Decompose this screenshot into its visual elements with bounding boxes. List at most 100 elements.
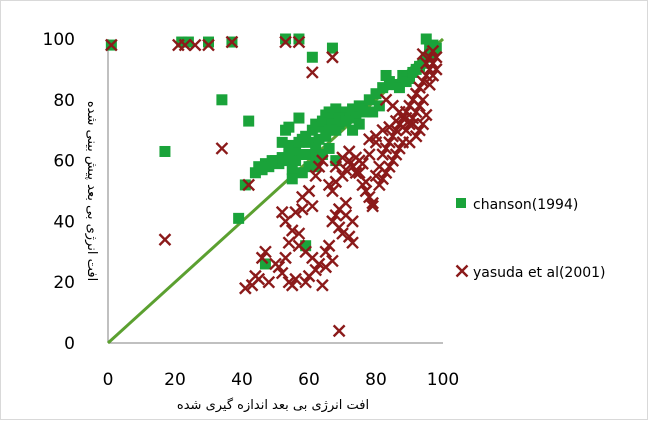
yasuda-point [369, 129, 383, 143]
chanson-point [293, 33, 305, 45]
yasuda-point [359, 184, 373, 198]
yasuda-point [326, 50, 339, 64]
yasuda-point [285, 224, 299, 237]
chanson-point [243, 115, 255, 127]
yasuda-point [329, 208, 343, 222]
chanson-point [249, 167, 261, 179]
yasuda-point [386, 129, 400, 143]
yasuda-point [285, 278, 299, 292]
yasuda-point [316, 154, 329, 167]
yasuda-point [279, 35, 292, 49]
yasuda-point [383, 160, 396, 174]
yasuda-point [272, 260, 286, 274]
chanson-point [407, 66, 419, 78]
yasuda-point [359, 175, 373, 189]
chanson-point [397, 69, 409, 81]
yasuda-point [393, 142, 406, 155]
chanson-point [306, 124, 318, 136]
chanson-point [370, 88, 382, 100]
yasuda-point [225, 35, 239, 49]
chanson-point [330, 124, 342, 136]
chanson-point [347, 124, 359, 136]
chanson-point [316, 149, 328, 161]
chanson-point [303, 149, 315, 161]
chanson-point [290, 145, 302, 157]
yasuda-point [416, 75, 430, 88]
x-tick-label: 40 [231, 370, 253, 390]
chanson-point [256, 164, 268, 176]
yasuda-point [362, 132, 376, 146]
yasuda-point [316, 278, 329, 292]
yasuda-point [362, 148, 376, 161]
y-tick-label: 80 [53, 91, 75, 111]
yasuda-point [426, 44, 440, 58]
chanson-point [313, 121, 325, 133]
chanson-point [159, 145, 171, 157]
yasuda-point [396, 120, 410, 134]
chanson-point [323, 124, 335, 136]
chanson-point [340, 106, 352, 118]
yasuda-point [329, 175, 343, 189]
chanson-point [350, 109, 362, 121]
y-tick-label: 60 [53, 152, 75, 172]
chanson-point [296, 167, 308, 179]
yasuda-point [336, 227, 349, 240]
yasuda-point [413, 99, 426, 113]
legend-marker-chanson [456, 198, 466, 208]
chanson-point [330, 155, 342, 167]
chanson-point [353, 118, 365, 130]
yasuda-point [259, 245, 272, 259]
yasuda-point [346, 215, 359, 228]
yasuda-point [295, 190, 309, 204]
chanson-point [233, 212, 245, 224]
chanson-point [367, 106, 379, 118]
yasuda-point [239, 281, 252, 295]
yasuda-point [282, 236, 296, 250]
yasuda-point [306, 199, 319, 213]
yasuda-point [423, 50, 436, 64]
chanson-point [377, 82, 389, 94]
yasuda-point [379, 142, 393, 155]
yasuda-point [419, 108, 433, 122]
chanson-point [310, 152, 322, 164]
chanson-point [293, 112, 305, 124]
yasuda-point [312, 160, 326, 174]
legend-x-glyph [455, 264, 469, 278]
yasuda-point [322, 239, 336, 253]
yasuda-point [389, 148, 403, 161]
yasuda-point [292, 227, 306, 240]
chanson-point [316, 115, 328, 127]
x-tick-labels: 0 20 40 60 80 100 [103, 370, 460, 390]
chanson-point [323, 106, 335, 118]
yasuda-point [322, 178, 336, 192]
chanson-point [373, 100, 385, 112]
chanson-point [417, 57, 429, 69]
yasuda-point [309, 263, 323, 277]
yasuda-point [299, 275, 312, 289]
yasuda-point [416, 93, 430, 107]
chanson-point [296, 149, 308, 161]
yasuda-point [188, 38, 202, 52]
yasuda-point [409, 129, 423, 143]
chanson-point [313, 133, 325, 145]
chanson-point [303, 161, 315, 173]
yasuda-point [419, 56, 433, 70]
yasuda-point [275, 266, 289, 280]
y-tick-label: 40 [53, 212, 75, 232]
yasuda-point [202, 38, 215, 52]
yasuda-point [373, 178, 386, 192]
yasuda-point [306, 251, 319, 265]
yasuda-point [332, 221, 346, 234]
yasuda-point [423, 78, 436, 91]
yasuda-point [376, 172, 390, 186]
yasuda-point [426, 69, 440, 82]
chanson-point [286, 139, 298, 151]
yasuda-point [366, 199, 379, 213]
chanson-point [303, 136, 315, 148]
yasuda-point [105, 38, 118, 52]
chanson-point [273, 158, 285, 170]
yasuda-point [319, 245, 333, 259]
x-tick-label: 20 [164, 370, 186, 390]
